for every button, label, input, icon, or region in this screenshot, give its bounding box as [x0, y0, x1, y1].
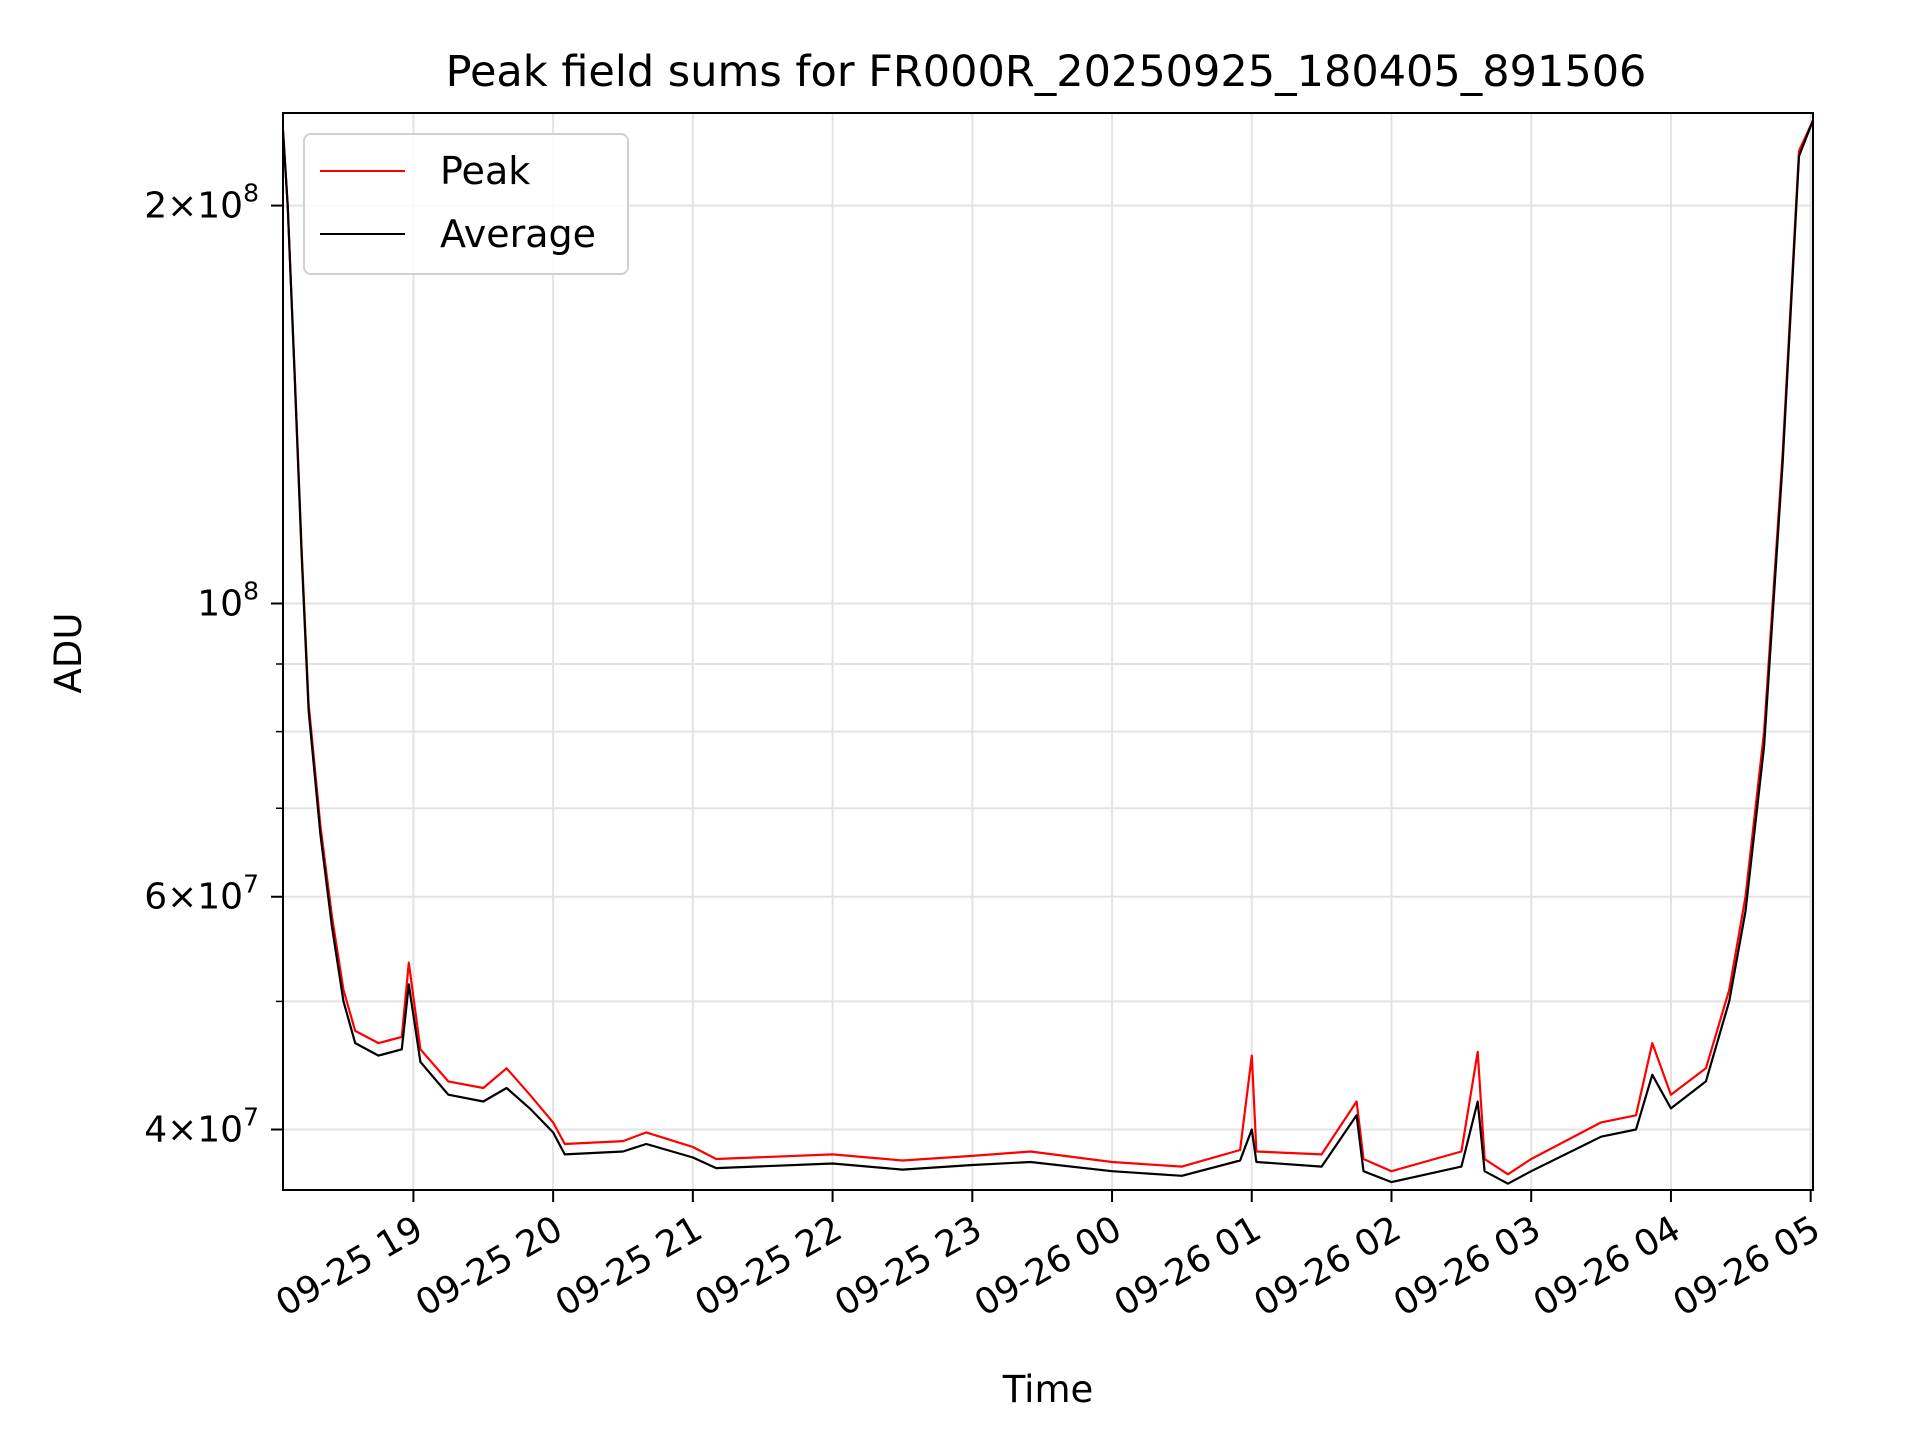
y-tick-label: 108 [197, 576, 259, 624]
y-tick-mantissa: 2×10 [144, 186, 243, 227]
legend-label: Average [440, 212, 596, 256]
y-tick-exponent: 8 [243, 179, 259, 208]
y-tick-exponent: 8 [243, 576, 259, 605]
y-tick-exponent: 7 [243, 1103, 259, 1132]
plot-frame [282, 112, 1814, 1191]
y-tick-mantissa: 4×10 [144, 1110, 243, 1151]
y-tick-label: 4×107 [144, 1103, 259, 1151]
y-tick-exponent: 7 [243, 870, 259, 899]
y-tick-mantissa: 6×10 [144, 877, 243, 918]
chart-title: Peak field sums for FR000R_20250925_1804… [446, 47, 1647, 97]
plot-area [283, 119, 1813, 1185]
legend-box [303, 133, 629, 275]
y-tick-label: 6×107 [144, 870, 259, 918]
y-tick-mantissa: 10 [197, 583, 243, 624]
y-axis-label: ADU [47, 613, 90, 694]
legend: Peak Average [303, 133, 629, 275]
grid [283, 113, 1813, 1190]
legend-label: Peak [440, 149, 530, 193]
series-line-peak [283, 119, 1813, 1176]
series-line-average [283, 119, 1813, 1185]
y-tick-label: 2×108 [144, 179, 259, 227]
x-axis-label: Time [1002, 1368, 1094, 1411]
